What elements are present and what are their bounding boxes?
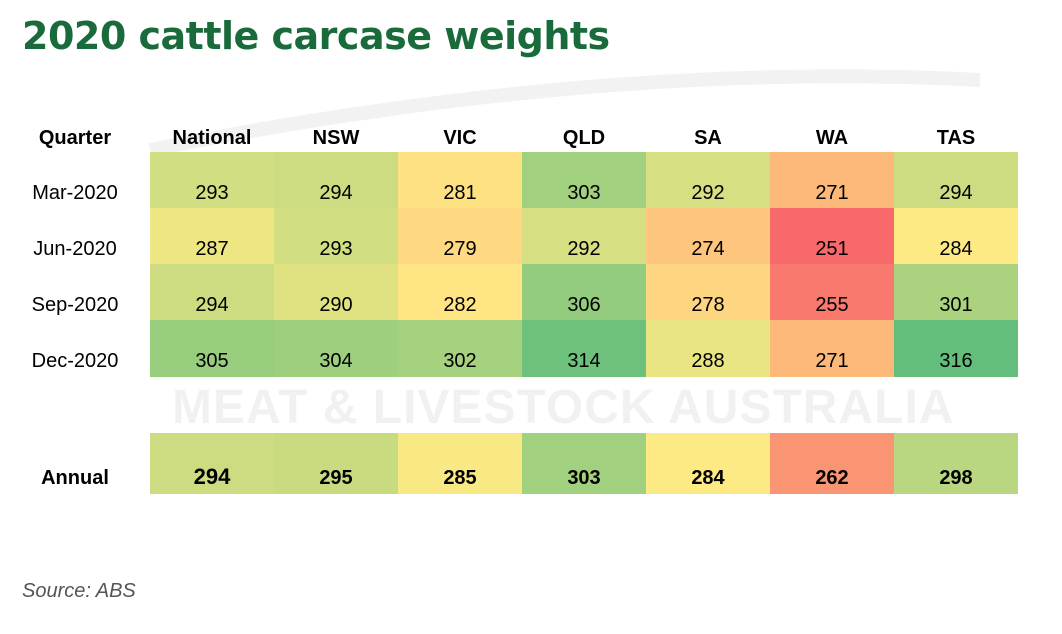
row-header-quarter: Quarter (38, 127, 112, 149)
row-0-cell-wa: 271 (770, 152, 894, 209)
row-2-cell-tas: 301 (894, 264, 1018, 321)
source-note: Source: ABS (22, 580, 136, 602)
row-3-cell-wa: 271 (770, 320, 894, 377)
annual-cell-vic: 285 (398, 433, 522, 494)
row-3-cell-nsw: 304 (274, 320, 398, 377)
column-header-qld: QLD (562, 127, 606, 149)
row-1-cell-vic: 279 (398, 208, 522, 265)
row-3-cell-national: 305 (150, 320, 274, 377)
annual-cell-nsw: 295 (274, 433, 398, 494)
row-0-cell-nsw: 294 (274, 152, 398, 209)
row-0-cell-tas: 294 (894, 152, 1018, 209)
column-header-vic: VIC (443, 127, 477, 149)
row-label-annual: Annual (41, 467, 109, 489)
column-header-national: National (172, 127, 252, 149)
column-header-sa: SA (694, 127, 722, 149)
row-1-cell-qld: 292 (522, 208, 646, 265)
row-label-sep-2020: Sep-2020 (31, 294, 119, 316)
page-title: 2020 cattle carcase weights (22, 14, 610, 58)
watermark-text: MEAT & LIVESTOCK AUSTRALIA (172, 381, 955, 434)
row-1-cell-nsw: 293 (274, 208, 398, 265)
row-2-cell-sa: 278 (646, 264, 770, 321)
row-2-cell-vic: 282 (398, 264, 522, 321)
row-0-cell-qld: 303 (522, 152, 646, 209)
column-header-nsw: NSW (312, 127, 360, 149)
row-3-cell-sa: 288 (646, 320, 770, 377)
annual-cell-wa: 262 (770, 433, 894, 494)
row-2-cell-national: 294 (150, 264, 274, 321)
column-header-tas: TAS (936, 127, 976, 149)
annual-cell-tas: 298 (894, 433, 1018, 494)
row-3-cell-vic: 302 (398, 320, 522, 377)
row-3-cell-tas: 316 (894, 320, 1018, 377)
annual-cell-qld: 303 (522, 433, 646, 494)
row-label-mar-2020: Mar-2020 (32, 182, 118, 204)
column-header-wa: WA (815, 127, 849, 149)
row-label-jun-2020: Jun-2020 (33, 238, 117, 260)
annual-cell-national: 294 (150, 433, 274, 494)
row-2-cell-qld: 306 (522, 264, 646, 321)
annual-cell-sa: 284 (646, 433, 770, 494)
row-1-cell-tas: 284 (894, 208, 1018, 265)
row-3-cell-qld: 314 (522, 320, 646, 377)
row-label-dec-2020: Dec-2020 (31, 350, 119, 372)
row-2-cell-wa: 255 (770, 264, 894, 321)
row-1-cell-wa: 251 (770, 208, 894, 265)
row-2-cell-nsw: 290 (274, 264, 398, 321)
row-1-cell-national: 287 (150, 208, 274, 265)
row-0-cell-sa: 292 (646, 152, 770, 209)
row-0-cell-national: 293 (150, 152, 274, 209)
row-1-cell-sa: 274 (646, 208, 770, 265)
row-0-cell-vic: 281 (398, 152, 522, 209)
